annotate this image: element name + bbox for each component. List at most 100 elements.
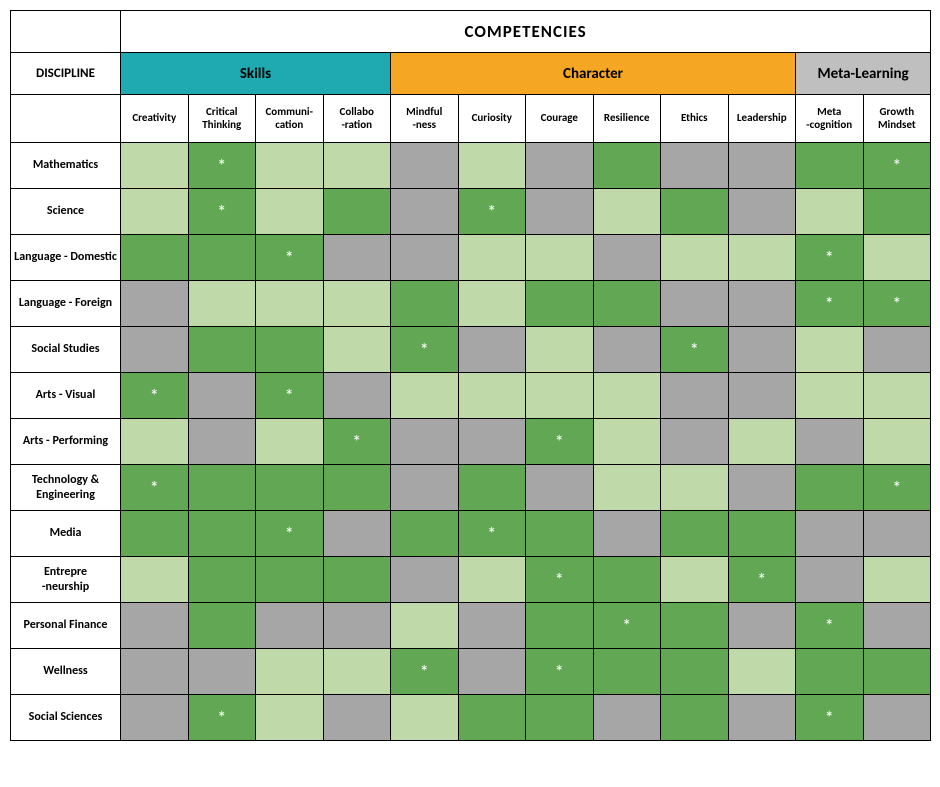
cell-0-6 (526, 143, 594, 189)
cell-3-8 (661, 281, 729, 327)
star-icon: * (892, 293, 901, 315)
cell-10-1 (188, 603, 256, 649)
star-icon: * (622, 615, 631, 637)
cell-11-11 (863, 649, 931, 695)
cell-0-1: * (188, 143, 256, 189)
star-icon: * (150, 385, 159, 407)
competencies-matrix: COMPETENCIES DISCIPLINE SkillsCharacterM… (10, 10, 931, 741)
star-icon: * (352, 431, 361, 453)
cell-9-10 (796, 557, 864, 603)
cell-2-1 (188, 235, 256, 281)
cell-12-5 (458, 695, 526, 741)
cell-8-4 (391, 511, 459, 557)
column-header-0: Creativity (121, 95, 189, 143)
cell-10-2 (256, 603, 324, 649)
row-label-10: Personal Finance (11, 603, 121, 649)
cell-5-4 (391, 373, 459, 419)
cell-4-2 (256, 327, 324, 373)
star-icon: * (285, 385, 294, 407)
row-label-5: Arts - Visual (11, 373, 121, 419)
corner-blank (11, 11, 121, 53)
star-icon: * (757, 569, 766, 591)
cell-2-4 (391, 235, 459, 281)
cell-2-8 (661, 235, 729, 281)
table-body: Mathematics**Science**Language - Domesti… (11, 143, 931, 741)
cell-5-6 (526, 373, 594, 419)
column-header-5: Curiosity (458, 95, 526, 143)
cell-7-6 (526, 465, 594, 511)
star-icon: * (420, 339, 429, 361)
cell-1-7 (593, 189, 661, 235)
cell-7-7 (593, 465, 661, 511)
cell-10-7: * (593, 603, 661, 649)
cell-6-2 (256, 419, 324, 465)
cell-10-10: * (796, 603, 864, 649)
table-row: Arts - Visual * * (11, 373, 931, 419)
cell-7-9 (728, 465, 796, 511)
cell-8-7 (593, 511, 661, 557)
cell-6-6: * (526, 419, 594, 465)
cell-11-6: * (526, 649, 594, 695)
cell-5-0: * (121, 373, 189, 419)
cell-1-0 (121, 189, 189, 235)
sub-header-row: CreativityCritical ThinkingCommuni-catio… (11, 95, 931, 143)
cell-7-2 (256, 465, 324, 511)
cell-12-10: * (796, 695, 864, 741)
cell-0-9 (728, 143, 796, 189)
cell-7-0: * (121, 465, 189, 511)
cell-5-2: * (256, 373, 324, 419)
table-row: Personal Finance * * (11, 603, 931, 649)
cell-2-5 (458, 235, 526, 281)
cell-2-6 (526, 235, 594, 281)
cell-0-11: * (863, 143, 931, 189)
cell-9-5 (458, 557, 526, 603)
cell-1-9 (728, 189, 796, 235)
cell-1-2 (256, 189, 324, 235)
table-row: Mathematics * * (11, 143, 931, 189)
cell-2-3 (323, 235, 391, 281)
table-row: Media** (11, 511, 931, 557)
cell-8-1 (188, 511, 256, 557)
cell-8-5: * (458, 511, 526, 557)
column-header-11: Growth Mindset (863, 95, 931, 143)
star-icon: * (217, 155, 226, 177)
title: COMPETENCIES (121, 11, 931, 53)
cell-0-7 (593, 143, 661, 189)
cell-9-8 (661, 557, 729, 603)
cell-5-11 (863, 373, 931, 419)
row-label-12: Social Sciences (11, 695, 121, 741)
cell-3-6 (526, 281, 594, 327)
column-header-10: Meta-cognition (796, 95, 864, 143)
cell-12-1: * (188, 695, 256, 741)
cell-7-5 (458, 465, 526, 511)
cell-9-7 (593, 557, 661, 603)
cell-8-6 (526, 511, 594, 557)
cell-8-0 (121, 511, 189, 557)
cell-4-1 (188, 327, 256, 373)
cell-0-0 (121, 143, 189, 189)
cell-10-3 (323, 603, 391, 649)
cell-0-2 (256, 143, 324, 189)
cell-5-9 (728, 373, 796, 419)
row-label-0: Mathematics (11, 143, 121, 189)
cell-8-11 (863, 511, 931, 557)
cell-11-0 (121, 649, 189, 695)
cell-8-10 (796, 511, 864, 557)
table-row: Social Studies** (11, 327, 931, 373)
cell-7-1 (188, 465, 256, 511)
star-icon: * (892, 477, 901, 499)
cell-4-11 (863, 327, 931, 373)
cell-1-6 (526, 189, 594, 235)
cell-0-5 (458, 143, 526, 189)
cell-1-11 (863, 189, 931, 235)
cell-1-4 (391, 189, 459, 235)
cell-12-3 (323, 695, 391, 741)
star-icon: * (487, 201, 496, 223)
table-header: COMPETENCIES DISCIPLINE SkillsCharacterM… (11, 11, 931, 143)
star-icon: * (555, 431, 564, 453)
cell-2-10: * (796, 235, 864, 281)
cell-6-11 (863, 419, 931, 465)
cell-8-8 (661, 511, 729, 557)
star-icon: * (555, 569, 564, 591)
cell-3-3 (323, 281, 391, 327)
